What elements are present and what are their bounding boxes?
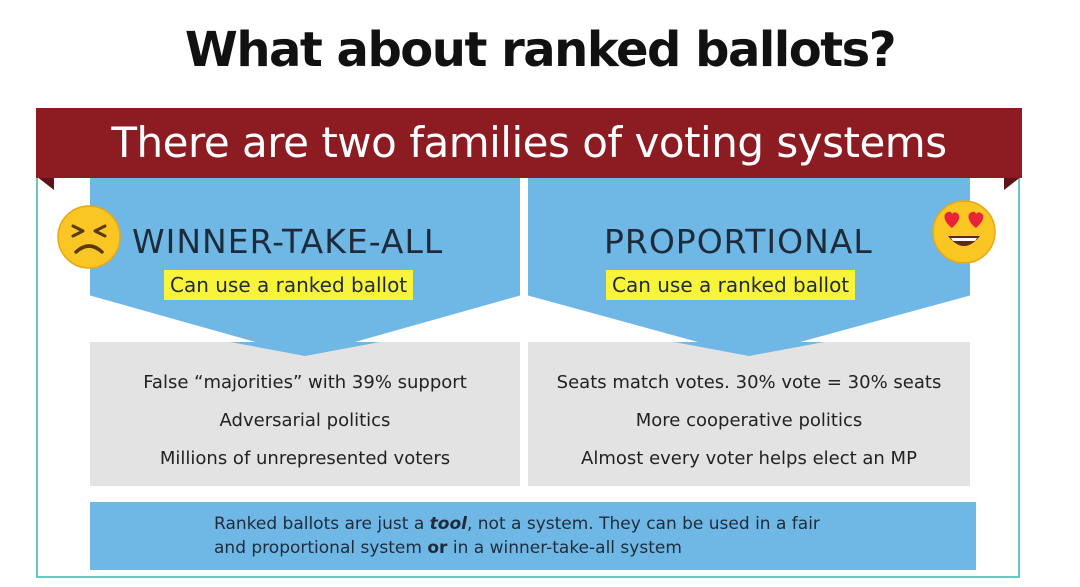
right-effect-2: More cooperative politics: [635, 410, 863, 431]
tool-emphasis: tool: [429, 514, 467, 534]
proportional-heading: PROPORTIONAL: [604, 222, 873, 261]
left-ranked-ballot-note: Can use a ranked ballot: [164, 270, 414, 300]
sad-face-icon: [57, 205, 121, 269]
explanation-line-2: and proportional system or in a winner-t…: [214, 538, 682, 558]
left-effect-3: Millions of unrepresented voters: [159, 448, 451, 469]
or-emphasis: or: [427, 538, 448, 558]
left-effect-2: Adversarial politics: [219, 410, 391, 431]
banner-fold-right: [1004, 176, 1022, 190]
left-effect-1: False “majorities” with 39% support: [143, 372, 467, 393]
winner-take-all-heading: WINNER-TAKE-ALL: [132, 222, 444, 261]
heart-eyes-face-icon: [932, 200, 996, 264]
right-effect-3: Almost every voter helps elect an MP: [581, 448, 917, 469]
right-arrow-tip: [674, 342, 824, 356]
winner-take-all-effects-box: [90, 342, 520, 486]
left-arrow-tip: [230, 342, 380, 356]
banner-ribbon: [36, 108, 1022, 178]
proportional-effects-box: [528, 342, 970, 486]
right-ranked-ballot-note: Can use a ranked ballot: [606, 270, 856, 300]
ranked-ballot-explanation-box: [90, 502, 976, 570]
banner-text: There are two families of voting systems: [111, 118, 947, 167]
right-effect-1: Seats match votes. 30% vote = 30% seats: [556, 372, 942, 393]
explanation-line-1: Ranked ballots are just a tool, not a sy…: [214, 514, 820, 534]
ranked-ballot-explanation: Ranked ballots are just a tool, not a sy…: [214, 512, 914, 560]
page-title: What about ranked ballots?: [184, 22, 897, 78]
banner-fold-left: [36, 176, 54, 190]
